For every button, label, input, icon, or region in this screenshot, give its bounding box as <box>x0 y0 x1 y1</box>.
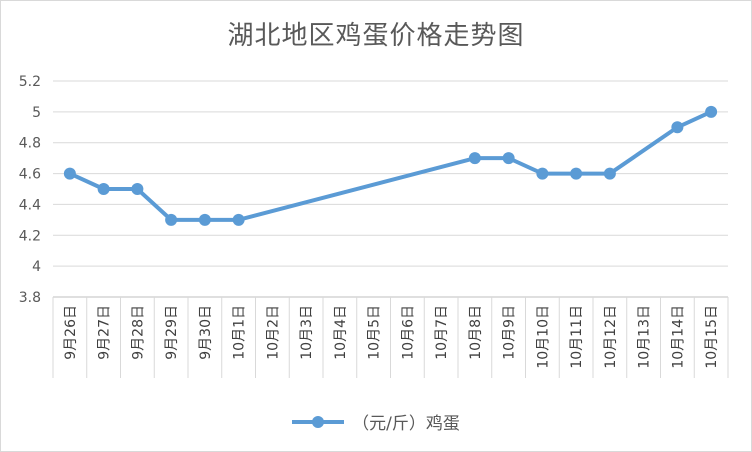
data-point <box>131 183 144 195</box>
x-tick-label: 10月5日 <box>367 305 383 360</box>
x-tick-label: 9月26日 <box>63 305 79 360</box>
chart-title: 湖北地区鸡蛋价格走势图 <box>227 21 525 51</box>
y-tick-label: 4 <box>32 259 41 275</box>
y-tick-label: 4.4 <box>19 197 41 213</box>
x-tick-label: 10月2日 <box>265 305 281 360</box>
legend: （元/斤）鸡蛋 <box>1 409 751 434</box>
x-tick-label: 10月6日 <box>400 305 416 360</box>
x-tick-label: 10月10日 <box>535 305 551 369</box>
data-point <box>63 167 76 180</box>
data-point <box>232 213 245 226</box>
y-tick-label: 3.8 <box>19 290 41 306</box>
x-tick-label: 10月14日 <box>670 305 686 369</box>
x-tick-label: 10月4日 <box>333 305 349 360</box>
series-line <box>67 109 714 222</box>
x-tick-label: 10月15日 <box>704 305 720 369</box>
data-point <box>603 167 616 180</box>
x-tick-label: 9月28日 <box>130 305 146 360</box>
legend-label: （元/斤）鸡蛋 <box>352 414 460 434</box>
data-point <box>502 152 515 165</box>
data-point <box>97 183 110 195</box>
data-point <box>536 167 549 180</box>
x-tick-label: 9月30日 <box>198 305 214 360</box>
data-point <box>570 167 583 180</box>
x-tick-label: 10月9日 <box>502 305 518 360</box>
x-tick-label: 10月11日 <box>569 305 585 369</box>
data-point <box>671 121 684 134</box>
x-tick-label: 10月13日 <box>637 305 653 369</box>
y-tick-label: 5.2 <box>19 74 41 90</box>
legend-line-marker-icon <box>292 414 345 430</box>
x-tick-label: 10月7日 <box>434 305 450 360</box>
data-point <box>198 213 211 226</box>
y-tick-label: 4.8 <box>19 136 41 152</box>
y-tick-label: 4.2 <box>19 228 41 244</box>
y-tick-label: 4.6 <box>19 167 41 183</box>
x-tick-label: 10月8日 <box>468 305 484 360</box>
data-point <box>705 105 718 118</box>
y-tick-label: 5 <box>32 105 41 121</box>
x-tick-label: 10月12日 <box>603 305 619 369</box>
x-tick-label: 9月27日 <box>97 305 113 360</box>
x-tick-label: 10月3日 <box>299 305 315 360</box>
x-tick-label: 9月29日 <box>164 305 180 360</box>
x-tick-label: 10月1日 <box>232 305 248 360</box>
data-point <box>165 213 178 226</box>
data-point <box>468 152 481 165</box>
